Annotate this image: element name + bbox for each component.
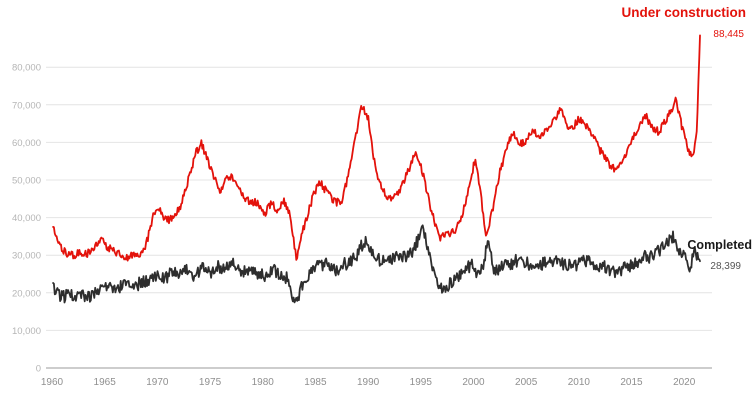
x-tick-label: 1960 <box>41 377 64 388</box>
y-tick-label: 70,000 <box>12 100 41 111</box>
x-tick-label: 2005 <box>515 377 538 388</box>
y-tick-label: 30,000 <box>12 251 41 262</box>
x-tick-label: 2015 <box>620 377 643 388</box>
x-tick-label: 2010 <box>568 377 591 388</box>
series-end-value-completed: 28,399 <box>710 261 741 272</box>
x-tick-label: 1965 <box>94 377 117 388</box>
x-tick-label: 1995 <box>410 377 433 388</box>
x-tick-label: 1970 <box>146 377 169 388</box>
x-tick-label: 2020 <box>673 377 696 388</box>
x-tick-label: 1990 <box>357 377 380 388</box>
y-tick-label: 50,000 <box>12 176 41 187</box>
series-line-under-construction <box>52 34 701 262</box>
series-label-under-construction: Under construction <box>621 5 746 20</box>
x-tick-label: 2000 <box>462 377 485 388</box>
y-tick-label: 10,000 <box>12 326 41 337</box>
y-tick-label: 40,000 <box>12 213 41 224</box>
series-end-value-under-construction: 88,445 <box>713 29 744 40</box>
y-tick-label: 80,000 <box>12 63 41 74</box>
x-tick-label: 1985 <box>304 377 327 388</box>
series-line-completed <box>52 224 701 304</box>
x-tick-label: 1980 <box>252 377 275 388</box>
y-tick-label: 60,000 <box>12 138 41 149</box>
series-label-completed: Completed <box>687 238 752 252</box>
y-tick-label: 0 <box>36 364 41 375</box>
y-tick-label: 20,000 <box>12 288 41 299</box>
x-tick-label: 1975 <box>199 377 222 388</box>
